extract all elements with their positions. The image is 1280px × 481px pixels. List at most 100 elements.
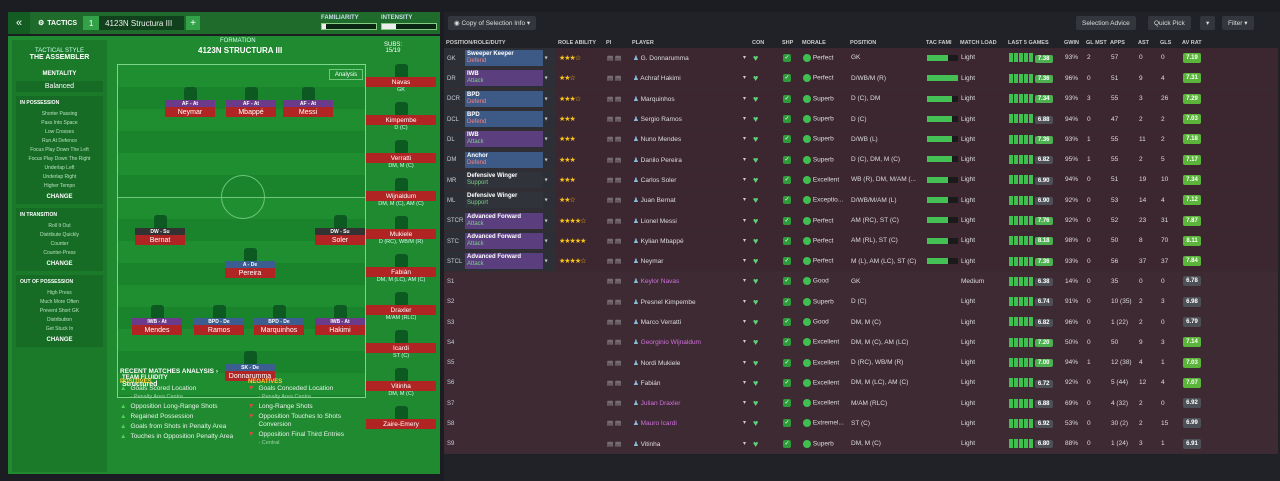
player-slot[interactable]: IWB - At Mendes: [132, 305, 182, 335]
tactical-style-name[interactable]: THE ASSEMBLER: [29, 54, 90, 61]
player-instructions-icon[interactable]: ▤ ▤: [607, 116, 622, 124]
position-role-cell[interactable]: GK Sweeper Keeper Defend ▾: [444, 48, 556, 69]
table-row[interactable]: S7 ▤ ▤ ♟ Julian Draxler ▾ ♥ ✓ Excellent M/AM …: [444, 393, 1278, 414]
sub-slot[interactable]: Mukiele D (RC), WB/M (R): [366, 216, 436, 254]
role-duty[interactable]: IWB Attack: [465, 131, 543, 148]
column-header[interactable]: APPS: [1108, 38, 1136, 48]
player-slot[interactable]: SK - De Donnarumma: [225, 351, 275, 381]
table-row[interactable]: STCLAdvanced Forward Attack ▾ ★★★★☆ ▤ ▤ ♟ Ne…: [444, 250, 1278, 272]
table-row[interactable]: S5 ▤ ▤ ♟ Nordi Mukiele ▾ ♥ ✓ Excellent D (RC)…: [444, 352, 1278, 374]
role-dropdown-icon[interactable]: ▾: [543, 76, 548, 83]
player-cell[interactable]: ♟ Marco Verratti ▾: [630, 311, 750, 333]
player-dropdown-icon[interactable]: ▾: [742, 136, 746, 143]
back-button[interactable]: «: [8, 12, 30, 34]
column-header[interactable]: GWIN: [1062, 38, 1084, 48]
column-header[interactable]: ROLE ABILITY: [556, 38, 604, 48]
column-header[interactable]: LAST 5 GAMES: [1006, 38, 1062, 48]
position-role-cell[interactable]: S4: [444, 332, 556, 353]
player-dropdown-icon[interactable]: ▾: [742, 116, 746, 123]
column-header[interactable]: AST: [1136, 38, 1158, 48]
column-header[interactable]: PI: [604, 38, 630, 48]
player-instructions-icon[interactable]: ▤ ▤: [607, 258, 622, 266]
player-slot[interactable]: BPD - De Marquinhos: [254, 305, 304, 335]
player-dropdown-icon[interactable]: ▾: [742, 75, 746, 82]
player-dropdown-icon[interactable]: ▾: [742, 339, 746, 346]
player-name[interactable]: Marquinhos: [640, 95, 675, 103]
table-row[interactable]: S4 ▤ ▤ ♟ Georginio Wijnaldum ▾ ♥ ✓ Excellent…: [444, 332, 1278, 353]
player-dropdown-icon[interactable]: ▾: [742, 237, 746, 244]
pi-cell[interactable]: ▤ ▤: [604, 108, 630, 130]
pi-cell[interactable]: ▤ ▤: [604, 190, 630, 211]
column-header[interactable]: PLAYER: [630, 38, 750, 48]
player-name[interactable]: Kylian Mbappé: [640, 237, 684, 245]
position-role-cell[interactable]: S7: [444, 393, 556, 414]
column-header[interactable]: POSITION/ROLE/DUTY: [444, 38, 556, 48]
position-role-cell[interactable]: S9: [444, 433, 556, 455]
player-dropdown-icon[interactable]: ▾: [742, 278, 746, 285]
player-cell[interactable]: ♟ Julian Draxler ▾: [630, 393, 750, 414]
sub-slot[interactable]: Fabián DM, M (LC), AM (C): [366, 254, 436, 292]
role-duty[interactable]: Advanced Forward Attack: [465, 253, 543, 270]
player-name[interactable]: Fabián: [640, 379, 661, 387]
role-duty[interactable]: Advanced Forward Attack: [465, 232, 543, 249]
player-name[interactable]: Danilo Pereira: [640, 156, 682, 164]
player-name[interactable]: Nuno Mendes: [640, 136, 682, 144]
role-dropdown-icon[interactable]: ▾: [543, 177, 548, 184]
player-dropdown-icon[interactable]: ▾: [742, 176, 746, 183]
role-duty[interactable]: BPD Defend: [465, 111, 543, 128]
role-dropdown-icon[interactable]: ▾: [543, 96, 548, 103]
tactic-name[interactable]: 4123N Structura III: [99, 16, 185, 30]
player-cell[interactable]: ♟ Georginio Wijnaldum ▾: [630, 332, 750, 353]
sub-slot[interactable]: Vitinha DM, M (C): [366, 368, 436, 406]
player-cell[interactable]: ♟ Neymar ▾: [630, 250, 750, 272]
player-cell[interactable]: ♟ Kylian Mbappé ▾: [630, 230, 750, 252]
player-name[interactable]: Mauro Icardi: [640, 420, 677, 428]
player-slot[interactable]: DW - Su Soler: [315, 215, 365, 245]
player-name[interactable]: Presnel Kimpembe: [640, 298, 696, 306]
table-row[interactable]: DCLBPD Defend ▾ ★★★ ▤ ▤ ♟ Sergio Ramos ▾ ♥ ✓ S…: [444, 108, 1278, 130]
pi-cell[interactable]: ▤ ▤: [604, 311, 630, 333]
table-row[interactable]: STCRAdvanced Forward Attack ▾ ★★★★☆ ▤ ▤ ♟ Li…: [444, 210, 1278, 232]
column-header[interactable]: TAC FAMI: [924, 38, 958, 48]
column-header[interactable]: CON: [750, 38, 780, 48]
role-dropdown-icon[interactable]: ▾: [543, 197, 548, 204]
player-name[interactable]: Nordi Mukiele: [640, 359, 681, 367]
pi-cell[interactable]: ▤ ▤: [604, 210, 630, 232]
pi-cell[interactable]: ▤ ▤: [604, 352, 630, 374]
table-row[interactable]: DRIWB Attack ▾ ★★☆ ▤ ▤ ♟ Achraf Hakimi ▾ ♥ ✓ P…: [444, 68, 1278, 90]
player-cell[interactable]: ♟ Danilo Pereira ▾: [630, 149, 750, 171]
role-dropdown-icon[interactable]: ▾: [543, 238, 548, 245]
analysis-button[interactable]: Analysis: [329, 69, 363, 80]
player-slot[interactable]: AF - At Messi: [283, 87, 333, 117]
position-role-cell[interactable]: ML Defensive Winger Support ▾: [444, 190, 556, 211]
player-slot[interactable]: IWB - At Hakimi: [315, 305, 365, 335]
player-instructions-icon[interactable]: ▤ ▤: [607, 319, 622, 326]
role-dropdown-icon[interactable]: ▾: [543, 137, 548, 144]
player-dropdown-icon[interactable]: ▾: [742, 379, 746, 386]
role-duty[interactable]: Advanced Forward Attack: [465, 212, 543, 229]
player-name[interactable]: Achraf Hakimi: [640, 75, 681, 83]
pi-cell[interactable]: ▤ ▤: [604, 129, 630, 150]
role-dropdown-icon[interactable]: ▾: [543, 116, 548, 123]
pi-cell[interactable]: ▤ ▤: [604, 372, 630, 394]
pi-cell[interactable]: ▤ ▤: [604, 413, 630, 435]
role-duty[interactable]: Anchor Defend: [465, 151, 543, 168]
player-name[interactable]: Vitinha: [640, 440, 661, 448]
player-cell[interactable]: ♟ Sergio Ramos ▾: [630, 108, 750, 130]
role-duty[interactable]: IWB Attack: [465, 70, 543, 87]
table-row[interactable]: S8 ▤ ▤ ♟ Mauro Icardi ▾ ♥ ✓ Extremel... ST (C…: [444, 413, 1278, 435]
player-cell[interactable]: ♟ Keylor Navas ▾: [630, 271, 750, 293]
tactic-slot[interactable]: 1: [83, 16, 100, 30]
player-dropdown-icon[interactable]: ▾: [742, 197, 746, 204]
player-cell[interactable]: ♟ Carlos Soler ▾: [630, 169, 750, 191]
player-instructions-icon[interactable]: ▤ ▤: [607, 95, 622, 103]
column-header[interactable]: POSITION: [848, 38, 924, 48]
player-cell[interactable]: ♟ Presnel Kimpembe ▾: [630, 291, 750, 313]
player-dropdown-icon[interactable]: ▾: [742, 400, 746, 407]
player-name[interactable]: Sergio Ramos: [640, 116, 682, 124]
position-role-cell[interactable]: DL IWB Attack ▾: [444, 129, 556, 150]
pi-cell[interactable]: ▤ ▤: [604, 332, 630, 353]
player-instructions-icon[interactable]: ▤ ▤: [607, 75, 622, 83]
position-role-cell[interactable]: DCR BPD Defend ▾: [444, 88, 556, 110]
pi-cell[interactable]: ▤ ▤: [604, 393, 630, 414]
